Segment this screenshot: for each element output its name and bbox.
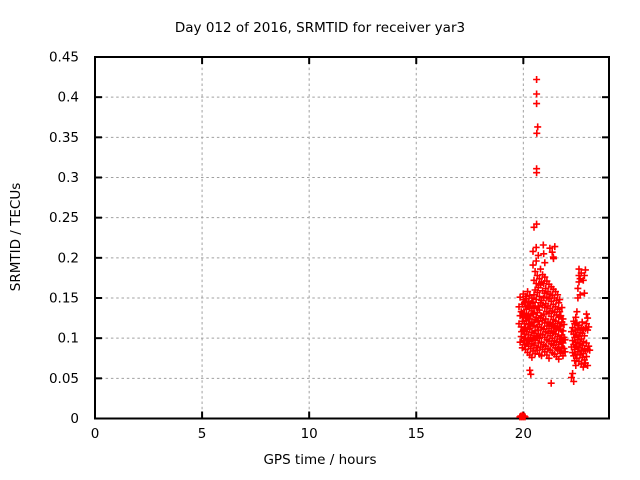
tick-marks — [94, 56, 609, 420]
chart-title: Day 012 of 2016, SRMTID for receiver yar… — [174, 20, 466, 36]
y-tick-label: 0.45 — [49, 50, 79, 66]
y-tick-label: 0 — [70, 411, 79, 427]
scatter-markers — [515, 76, 594, 421]
y-tick-label: 0.25 — [49, 210, 79, 226]
data-points — [515, 76, 594, 421]
y-tick-label: 0.2 — [58, 250, 79, 266]
x-tick-label: 15 — [408, 426, 425, 442]
y-tick-label: 0.35 — [49, 130, 79, 146]
y-tick-label: 0.15 — [49, 291, 79, 307]
x-tick-label: 20 — [515, 426, 532, 442]
y-tick-label: 0.3 — [58, 170, 79, 186]
plot-border — [94, 56, 610, 420]
y-tick-label: 0.05 — [49, 371, 79, 387]
x-tick-label: 0 — [91, 426, 100, 442]
grid-lines — [95, 57, 609, 419]
x-axis-title: GPS time / hours — [263, 452, 377, 468]
y-tick-label: 0.1 — [58, 331, 79, 347]
x-tick-label: 10 — [301, 426, 318, 442]
x-tick-label: 5 — [198, 426, 207, 442]
y-tick-label: 0.4 — [58, 90, 79, 106]
tick-labels: 0 5 10 15 20 0 0.05 0.1 0.15 0.2 0.25 0.3 0.35 0.4 0.4… — [49, 50, 532, 443]
